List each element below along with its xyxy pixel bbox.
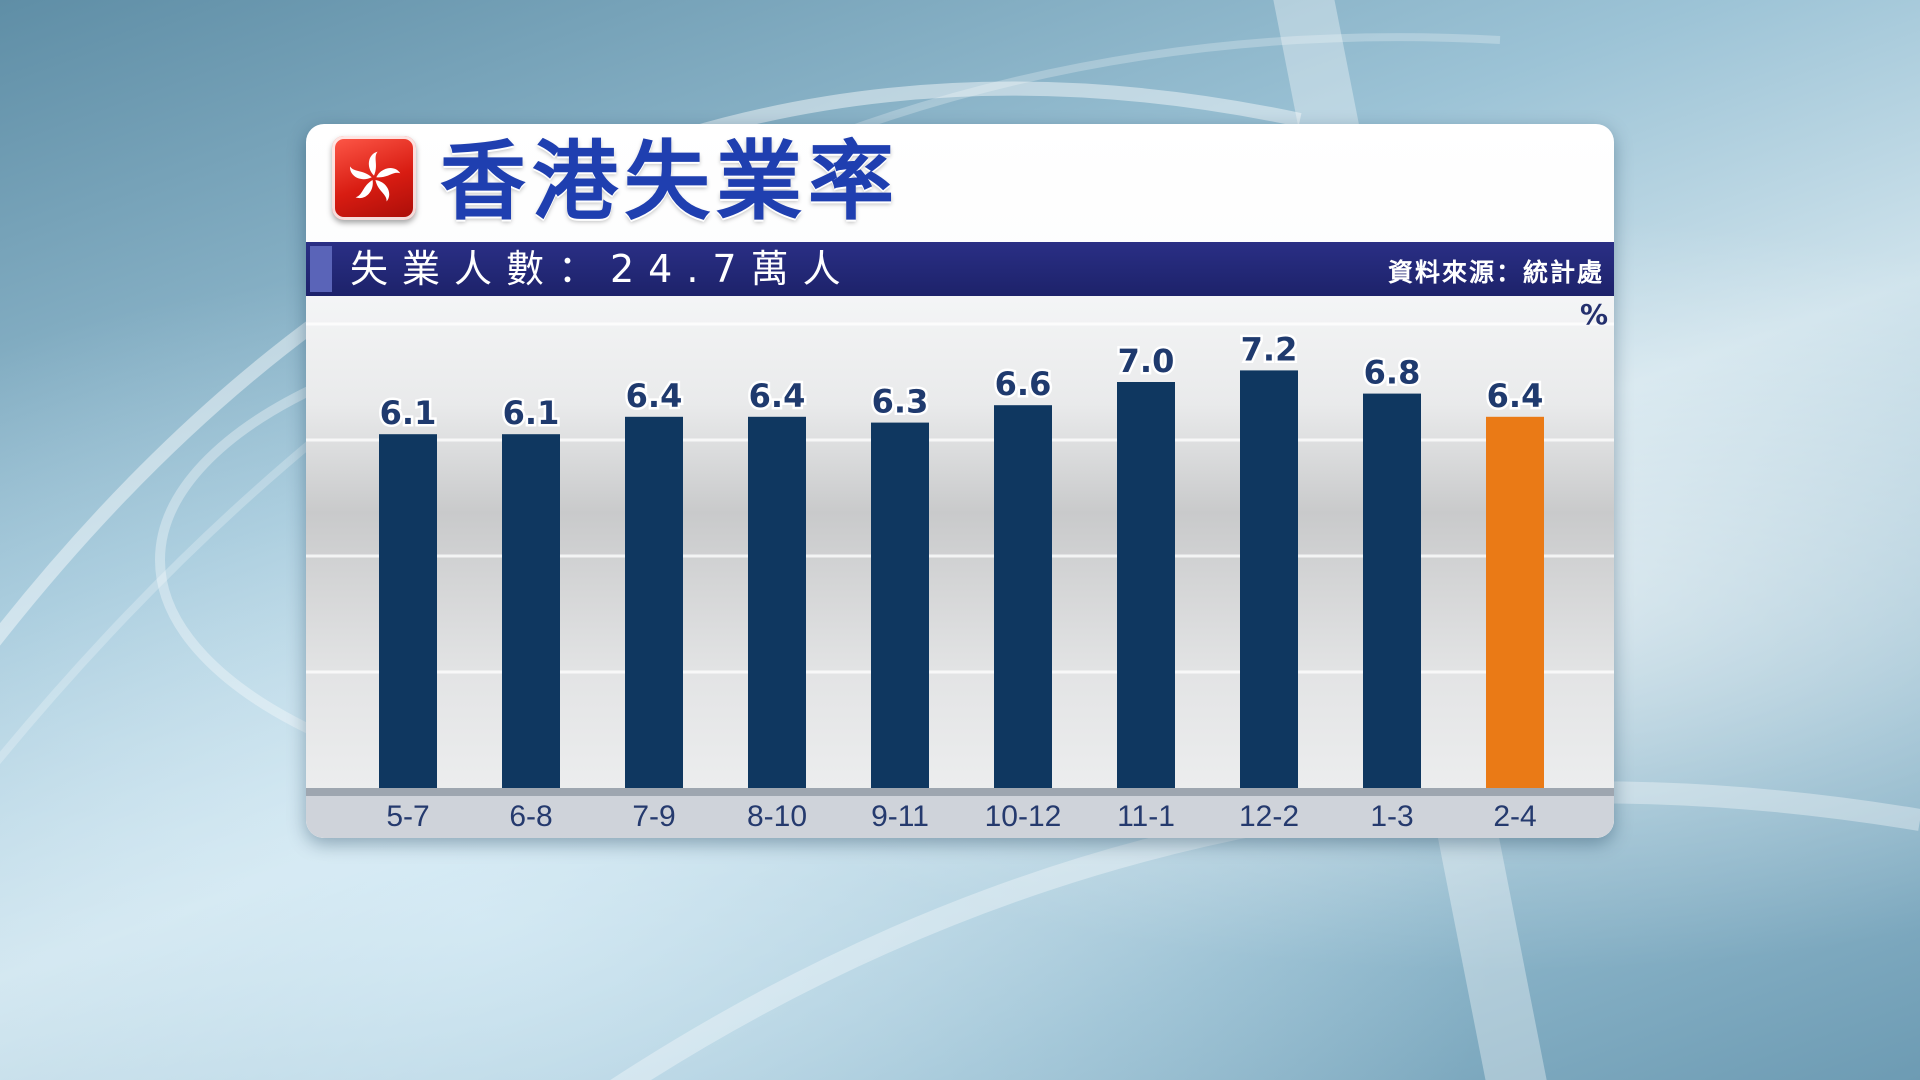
x-axis-line [306,788,1614,796]
bar-chart: 6.1 5-7 6.1 6-8 6.4 7-9 6.4 8-10 6.3 9-11 6.6 10-12… [306,322,1614,838]
bar-9-11 [871,422,929,788]
category-label-9-11: 9-11 [871,800,929,833]
category-label-8-10: 8-10 [747,800,807,833]
data-source-label: 資料來源：統計處 [1387,258,1604,287]
info-bar: 失業人數：24.7萬人 資料來源：統計處 [306,242,1614,296]
category-label-10-12: 10-12 [985,800,1062,833]
chart-title: 香港失業率 [440,132,900,232]
chart-panel: 香港失業率 失業人數：24.7萬人 資料來源：統計處 6.1 5-7 6.1 6-8 6… [306,124,1614,838]
unit-label: % [1579,298,1608,331]
category-label-7-9: 7-9 [632,800,675,833]
bar-8-10 [748,416,806,788]
hong-kong-flag-icon [332,136,416,220]
bar-5-7 [379,434,437,788]
bar-10-12 [994,405,1052,788]
value-label-12-2: 7.2 [1241,330,1298,368]
bauhinia-icon [350,151,401,202]
bar-2-4 [1486,416,1544,788]
bar-12-2 [1240,370,1298,788]
category-axis-band [306,788,1614,838]
value-label-6-8: 6.1 [503,394,560,432]
title-row: 香港失業率 [306,124,1614,242]
value-label-2-4: 6.4 [1487,377,1544,415]
category-label-5-7: 5-7 [386,800,429,833]
category-label-12-2: 12-2 [1239,800,1299,833]
category-label-6-8: 6-8 [509,800,552,833]
value-label-9-11: 6.3 [872,383,929,421]
bar-7-9 [625,416,683,788]
value-label-11-1: 7.0 [1118,342,1175,380]
chart-area: 6.1 5-7 6.1 6-8 6.4 7-9 6.4 8-10 6.3 9-11 6.6 10-12… [306,296,1614,838]
info-bar-accent [310,246,332,292]
category-label-2-4: 2-4 [1493,800,1536,833]
bar-6-8 [502,434,560,788]
category-label-11-1: 11-1 [1117,800,1175,833]
category-label-1-3: 1-3 [1370,800,1413,833]
value-label-8-10: 6.4 [749,377,806,415]
unemployed-count-subtitle: 失業人數：24.7萬人 [350,247,855,291]
value-label-1-3: 6.8 [1364,354,1421,392]
bar-11-1 [1117,382,1175,788]
value-label-10-12: 6.6 [995,365,1052,403]
value-label-5-7: 6.1 [380,394,437,432]
value-label-7-9: 6.4 [626,377,683,415]
bar-1-3 [1363,393,1421,788]
